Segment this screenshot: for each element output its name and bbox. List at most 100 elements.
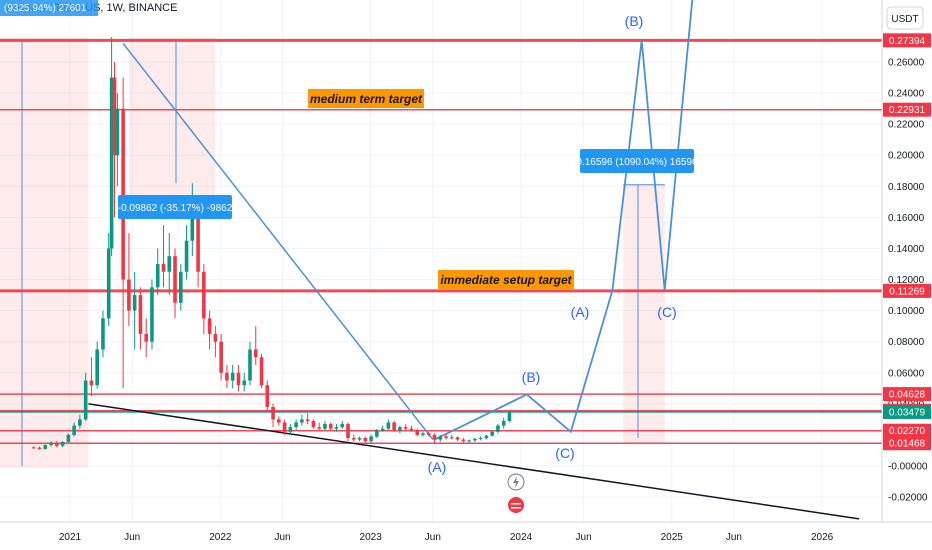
candle-body xyxy=(236,372,241,386)
candle-body xyxy=(196,217,200,272)
currency-button[interactable] xyxy=(886,6,924,30)
candle-body xyxy=(346,424,350,439)
candle-body xyxy=(132,295,137,311)
candle-body xyxy=(190,217,195,241)
x-tick-label: 2021 xyxy=(59,532,82,543)
candle-body xyxy=(184,240,189,272)
candle-body xyxy=(363,438,368,442)
candle-body xyxy=(375,430,379,437)
candle-body xyxy=(127,279,131,311)
candle-body xyxy=(248,349,252,381)
trendline xyxy=(122,42,434,441)
price-axis-panel[interactable] xyxy=(882,0,932,550)
medium-target-box[interactable] xyxy=(308,89,424,108)
candle-body xyxy=(106,248,111,319)
x-tick-label: 2024 xyxy=(510,532,533,543)
candle-body xyxy=(369,436,373,442)
x-tick-label: Jun xyxy=(274,532,290,543)
candle-body xyxy=(438,436,443,440)
measure-rise-box[interactable] xyxy=(580,149,694,173)
candle-body xyxy=(213,333,218,342)
candle-body xyxy=(173,256,177,303)
candle-body xyxy=(265,385,270,407)
currency-label: USDT xyxy=(891,14,918,25)
measure-drop-label: -0.09862 (-35.17%) -9862 xyxy=(118,203,233,214)
medium-target-label: medium term target xyxy=(310,92,423,106)
candle-body xyxy=(484,435,489,439)
candle-body xyxy=(253,349,258,358)
candle-body xyxy=(305,419,310,421)
us-flag-stripe-icon xyxy=(511,503,521,505)
candle-body xyxy=(144,333,148,342)
measure-rise-label: 0.16596 (1090.04%) 16596 xyxy=(576,157,698,168)
candle-body xyxy=(60,441,65,446)
price-level-badge xyxy=(883,33,931,48)
candle-body xyxy=(357,438,362,440)
candle-body xyxy=(259,357,264,386)
candle-body xyxy=(109,77,114,249)
x-tick-label: Jun xyxy=(124,532,140,543)
x-tick-label: 2026 xyxy=(811,532,834,543)
candle-body xyxy=(496,425,500,432)
candle-body xyxy=(403,427,408,429)
candle-body xyxy=(294,422,298,428)
trendline xyxy=(88,403,860,520)
candle-body xyxy=(31,447,36,449)
candle-body xyxy=(83,380,88,420)
us-flag-event-icon[interactable] xyxy=(508,497,524,513)
price-level-badge xyxy=(883,283,931,298)
candle-body xyxy=(323,424,327,429)
measure-top-label: (9325.94%) 27601 xyxy=(4,3,87,14)
price-level-badge xyxy=(883,436,931,451)
x-tick-label: 2023 xyxy=(360,532,383,543)
candle-body xyxy=(155,264,160,288)
candle-body xyxy=(277,419,281,423)
wave-label-a1: (A) xyxy=(428,459,447,475)
immediate-target-box[interactable] xyxy=(438,270,574,289)
candle-body xyxy=(161,264,166,272)
y-tick-label: 0.12000 xyxy=(888,275,925,286)
measure-drop-box[interactable] xyxy=(118,195,232,219)
wave-label-a2: (A) xyxy=(571,304,590,320)
candle-body xyxy=(501,420,506,426)
candle-body xyxy=(89,380,94,386)
candle-body xyxy=(432,434,437,440)
candle-body xyxy=(219,341,223,373)
candle-body xyxy=(317,427,321,429)
y-tick-label: 0.18000 xyxy=(888,182,925,193)
price-level-badge-text: 0.22931 xyxy=(889,105,926,116)
candle-body xyxy=(72,425,76,435)
y-tick-label: 0.14000 xyxy=(888,244,925,255)
candle-body xyxy=(138,295,143,334)
candle-body xyxy=(115,108,120,156)
y-tick-label: 0.20000 xyxy=(888,151,925,162)
candle-body xyxy=(225,372,229,381)
y-tick-label: 0.22000 xyxy=(888,120,925,131)
price-level-badge-text: 0.01468 xyxy=(889,439,926,450)
candle-body xyxy=(55,442,59,446)
candle-body xyxy=(66,434,71,442)
candle-body xyxy=(450,437,454,439)
measure-top-box[interactable] xyxy=(0,0,98,16)
candle-body xyxy=(37,447,42,449)
candle-body xyxy=(150,287,154,342)
candle-body xyxy=(409,428,414,431)
price-level-badge xyxy=(883,102,931,117)
candle-body xyxy=(507,411,512,421)
candle-body xyxy=(282,422,287,432)
lightning-icon-glyph xyxy=(513,476,519,488)
projection-path xyxy=(434,0,694,441)
candle-body xyxy=(207,318,212,334)
candle-body xyxy=(461,439,466,442)
price-level-badge xyxy=(883,423,931,438)
candle-body xyxy=(101,318,105,350)
price-level-badge xyxy=(883,387,931,402)
candle-body xyxy=(242,380,247,386)
candle-body xyxy=(426,433,431,435)
price-level-badge-text: 0.27394 xyxy=(889,36,926,47)
candle-body xyxy=(334,427,339,429)
candle-body xyxy=(467,440,471,442)
candle-body xyxy=(392,422,396,431)
